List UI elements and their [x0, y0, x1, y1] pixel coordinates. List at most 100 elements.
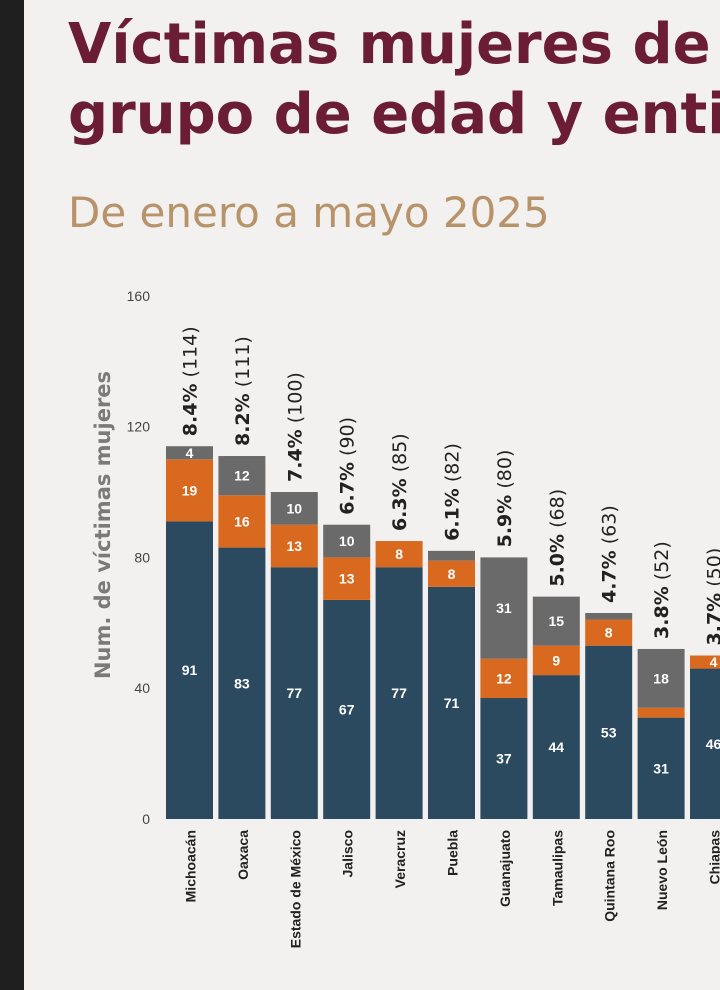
chart-title: Víctimas mujeres de grupo de edad y enti [68, 10, 720, 150]
data-label: 9 [552, 652, 560, 668]
total-count-label: (50) [704, 548, 720, 587]
data-label: 77 [391, 685, 407, 701]
bar-segment [480, 698, 528, 819]
total-pct-label: 8.2% [232, 393, 254, 446]
data-label: 15 [549, 613, 565, 629]
chart-card: 0 40 80 120 160 Num. de víctimas mujeres 91 19… [24, 0, 720, 990]
bar-stack: 71 8 6.1% (82) [428, 443, 475, 819]
total-pct-label: 4.7% [599, 550, 621, 603]
bar-segment [270, 567, 318, 819]
y-tick-label: 40 [134, 680, 150, 696]
bar-segment [270, 524, 318, 568]
bar-stack: 31 18 3.8% (52) [637, 541, 685, 819]
x-tick-label: Michoacán [183, 830, 199, 902]
bar-segment [218, 495, 266, 548]
data-label: 19 [182, 482, 198, 498]
data-label: 44 [549, 739, 565, 755]
total-pct-label: 6.3% [389, 478, 411, 531]
data-label: 37 [496, 751, 512, 767]
data-label: 8 [395, 546, 403, 562]
data-label: 8 [605, 625, 613, 641]
y-tick-label: 160 [127, 288, 151, 304]
bar-stack: 46 4 3.7% (50) [690, 548, 720, 819]
bar-segment [166, 446, 213, 460]
data-label: 16 [234, 513, 250, 529]
total-pct-label: 5.0% [546, 534, 568, 587]
data-label: 77 [287, 685, 303, 701]
x-tick-label: Puebla [445, 830, 461, 876]
y-tick-label: 120 [127, 419, 151, 435]
chart-subtitle: De enero a mayo 2025 [68, 188, 550, 237]
data-label: 91 [182, 662, 198, 678]
x-tick-label: Jalisco [340, 830, 356, 877]
bar-segment [375, 541, 423, 568]
x-axis: Michoacán Oaxaca Estado de México Jalisco Ve… [183, 830, 720, 948]
total-count-label: (85) [389, 433, 411, 472]
x-tick-label: Tamaulipas [549, 830, 565, 906]
bar-segment [218, 547, 266, 819]
data-label: 12 [234, 468, 250, 484]
total-label: 3.7% (50) [704, 548, 720, 646]
y-tick-label: 0 [142, 811, 150, 827]
data-label: 67 [339, 701, 355, 717]
data-label: 8 [448, 566, 456, 582]
bar-segment [323, 599, 371, 819]
bar-segment [585, 645, 633, 819]
data-label: 31 [496, 600, 512, 616]
x-tick-label: Veracruz [392, 830, 408, 888]
bar-stack: 67 13 10 6.7% (90) [323, 417, 371, 819]
total-count-label: (52) [651, 541, 673, 580]
bar-segment [428, 560, 475, 587]
data-label: 83 [234, 675, 250, 691]
data-label: 53 [601, 724, 617, 740]
total-label: 6.3% (85) [389, 433, 411, 531]
data-label: 10 [339, 533, 355, 549]
bar-stack: 53 8 4.7% (63) [585, 505, 633, 819]
bar-segment [532, 596, 580, 646]
y-axis: 0 40 80 120 160 Num. de víctimas mujeres [91, 288, 150, 827]
x-tick-label: Quintana Roo [602, 830, 618, 922]
bar-segment [480, 658, 528, 699]
bar-segment [218, 456, 266, 496]
total-pct-label: 5.9% [494, 495, 516, 548]
bar-chart: 0 40 80 120 160 Num. de víctimas mujeres 91 19… [91, 288, 720, 948]
total-label: 8.2% (111) [232, 336, 254, 446]
bar-segment [690, 668, 720, 819]
bar-segment [323, 557, 371, 600]
data-label: 4 [710, 654, 718, 670]
data-label: 13 [339, 571, 355, 587]
bar-segment [166, 459, 213, 522]
bar-segment [585, 619, 633, 646]
data-label: 13 [287, 538, 303, 554]
bar-stack: 77 8 6.3% (85) [375, 433, 423, 819]
bar-segment [375, 567, 423, 819]
total-label: 8.4% (114) [180, 326, 202, 436]
bar-stack: 91 19 4 8.4% (114) [166, 326, 213, 819]
total-label: 5.0% (68) [546, 489, 568, 587]
total-pct-label: 6.1% [442, 488, 464, 541]
total-pct-label: 7.4% [284, 429, 306, 482]
total-count-label: (111) [232, 336, 254, 387]
total-count-label: (68) [546, 489, 568, 528]
total-count-label: (114) [180, 326, 202, 377]
bar-segment [480, 557, 528, 659]
total-label: 7.4% (100) [284, 372, 306, 482]
bar-segment [637, 717, 685, 819]
bar-stack: 44 9 15 5.0% (68) [532, 489, 580, 819]
x-tick-label: Chiapas [707, 830, 720, 885]
total-label: 3.8% (52) [651, 541, 673, 639]
bar-segment [532, 645, 580, 676]
total-label: 4.7% (63) [599, 505, 621, 603]
bar-segment [270, 492, 318, 525]
bars: 91 19 4 8.4% (114) 83 16 12 8.2% (111) 77 13 10 7.4… [166, 326, 720, 819]
data-label: 71 [444, 695, 460, 711]
x-tick-label: Oaxaca [235, 830, 251, 880]
total-label: 5.9% (80) [494, 450, 516, 548]
total-pct-label: 8.4% [180, 384, 202, 437]
bar-segment [585, 612, 633, 620]
data-label: 31 [653, 760, 669, 776]
bar-segment [690, 655, 720, 669]
x-tick-label: Nuevo León [654, 830, 670, 910]
bar-segment [166, 521, 213, 819]
total-pct-label: 6.7% [337, 462, 359, 515]
